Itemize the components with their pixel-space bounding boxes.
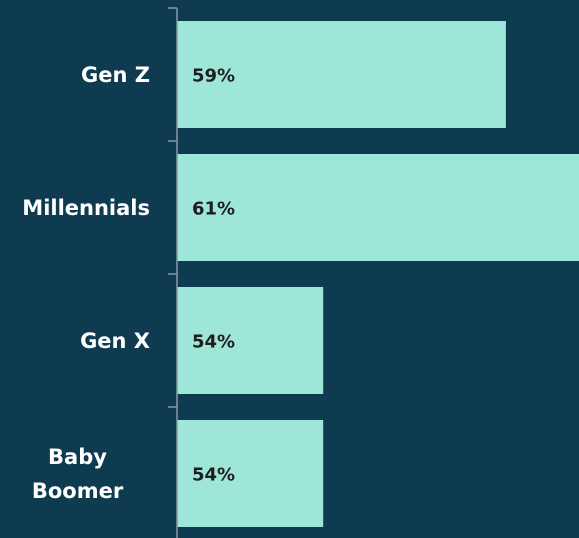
value-label: 54% [192, 332, 235, 353]
category-label: Gen Z [81, 62, 150, 87]
value-label: 61% [192, 199, 235, 220]
value-label: 54% [192, 465, 235, 486]
bar [177, 420, 324, 527]
bar [177, 21, 506, 128]
bar [177, 154, 579, 261]
category-label: Baby Boomer [31, 444, 124, 503]
value-label: 59% [192, 66, 235, 87]
bar [177, 287, 324, 394]
category-label: Millennials [22, 195, 150, 220]
category-label: Gen X [80, 328, 150, 353]
